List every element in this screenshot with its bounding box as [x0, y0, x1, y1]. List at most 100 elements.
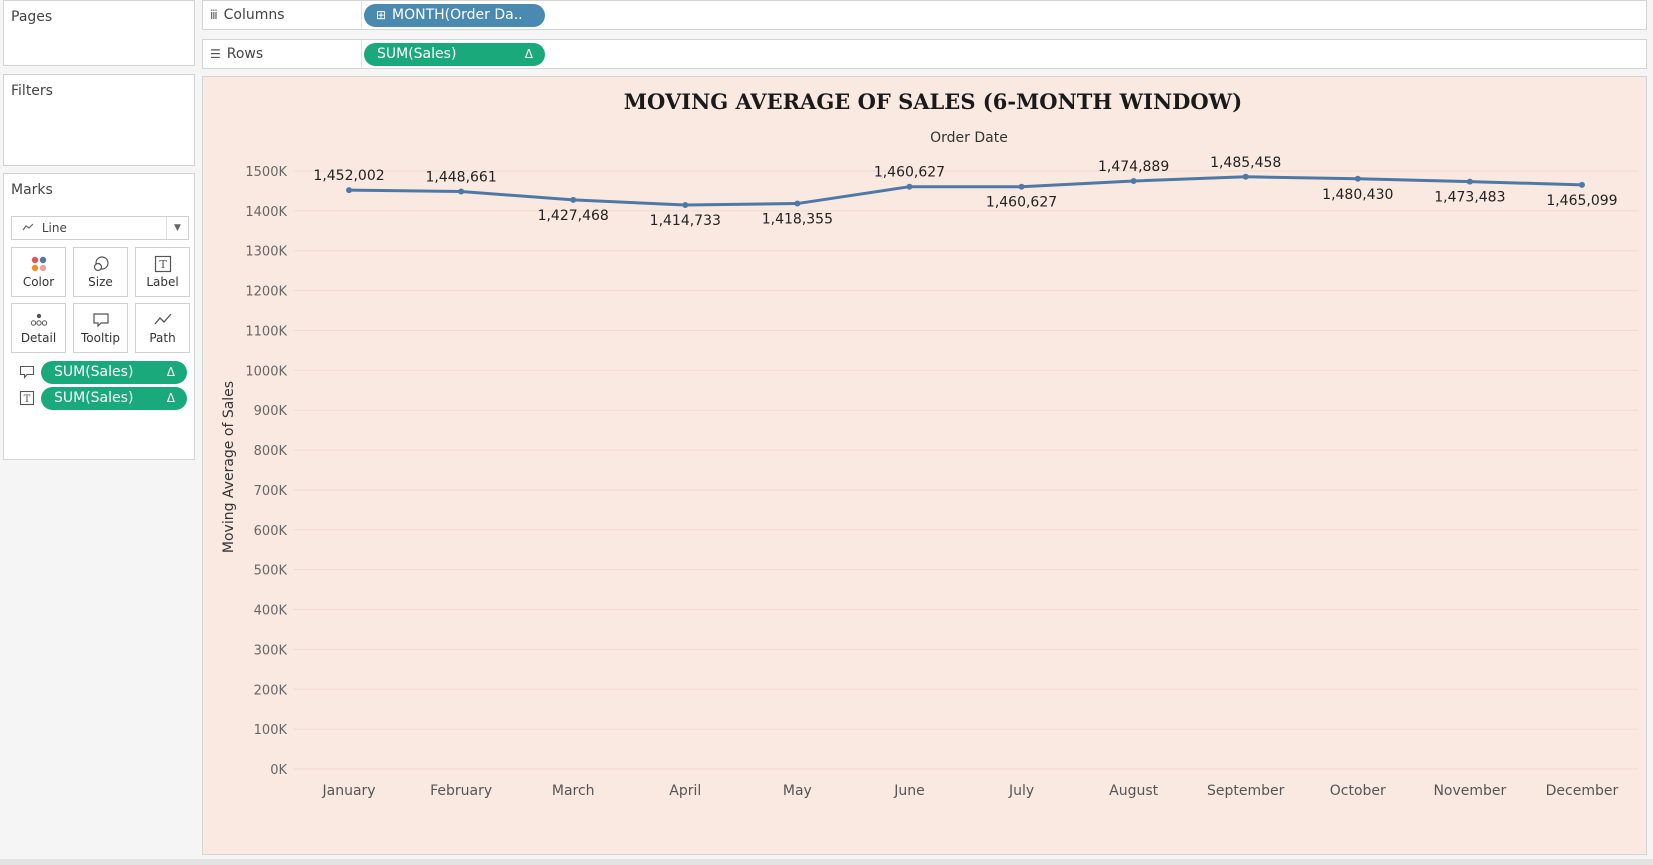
data-point[interactable]	[1354, 175, 1361, 182]
size-icon	[93, 256, 109, 272]
left-panel: Pages Filters Marks Line ▼ Color Size	[0, 0, 197, 865]
size-button[interactable]: Size	[73, 247, 128, 297]
marks-title: Marks	[11, 182, 53, 198]
data-point[interactable]	[1466, 178, 1473, 185]
label-icon: T	[19, 390, 35, 406]
shelf-divider	[361, 1, 362, 29]
chart-area: MOVING AVERAGE OF SALES (6-MONTH WINDOW)…	[202, 76, 1647, 855]
x-tick-label: December	[1546, 783, 1619, 799]
y-tick-label: 1200K	[245, 285, 287, 300]
x-tick-label: July	[1008, 783, 1034, 799]
chart-title: MOVING AVERAGE OF SALES (6-MONTH WINDOW)	[624, 89, 1242, 114]
series-line[interactable]	[349, 175, 1583, 207]
y-tick-label: 800K	[254, 444, 288, 459]
y-tick-label: 200K	[254, 683, 288, 698]
marks-card: Marks Line ▼ Color Size T	[3, 173, 195, 460]
mark-type-label: Line	[41, 221, 67, 235]
x-tick-label: February	[430, 783, 492, 799]
tooltip-button-label: Tooltip	[81, 331, 120, 345]
filters-card[interactable]: Filters	[3, 74, 195, 166]
expand-plus-icon: ⊞	[376, 8, 387, 22]
color-button-label: Color	[22, 275, 55, 289]
y-axis-title: Moving Average of Sales	[221, 381, 237, 553]
y-tick-label: 1300K	[245, 245, 287, 260]
data-label: 1,414,733	[650, 213, 721, 229]
x-tick-label: November	[1433, 783, 1506, 799]
pill-label: SUM(Sales)	[54, 364, 134, 380]
data-label: 1,485,458	[1210, 155, 1281, 171]
chevron-down-icon: ▼	[166, 217, 188, 239]
pill-label: SUM(Sales)	[54, 390, 134, 406]
data-label: 1,474,889	[1098, 159, 1169, 175]
data-point[interactable]	[1242, 173, 1249, 180]
data-point[interactable]	[1130, 178, 1137, 185]
line-icon	[22, 217, 38, 239]
columns-label-wrap: ⅲ Columns	[210, 7, 285, 23]
path-button[interactable]: Path	[135, 303, 190, 353]
rows-shelf[interactable]: ☰ Rows SUM(Sales) Δ	[202, 39, 1647, 69]
label-icon: T	[154, 255, 171, 273]
data-point[interactable]	[1578, 181, 1585, 188]
columns-pill-month[interactable]: ⊞ MONTH(Order Da..	[364, 4, 545, 27]
delta-icon: Δ	[524, 47, 533, 61]
tooltip-button[interactable]: Tooltip	[73, 303, 128, 353]
y-tick-label: 1400K	[245, 205, 287, 220]
marks-pill-label-sales[interactable]: SUM(Sales) Δ	[41, 387, 187, 410]
line-chart: MOVING AVERAGE OF SALES (6-MONTH WINDOW)…	[221, 89, 1638, 799]
tooltip-icon	[92, 313, 109, 328]
data-point[interactable]	[906, 183, 913, 190]
x-tick-label: January	[322, 783, 376, 799]
data-label: 1,448,661	[425, 169, 496, 185]
rows-label: Rows	[226, 46, 264, 62]
x-tick-label: March	[552, 783, 595, 799]
data-point[interactable]	[346, 187, 353, 194]
rows-pill-label: SUM(Sales)	[377, 46, 457, 62]
y-tick-label: 1500K	[245, 165, 287, 180]
pages-card[interactable]: Pages	[3, 0, 195, 66]
data-label: 1,460,627	[986, 195, 1057, 211]
detail-icon	[30, 313, 47, 326]
data-label: 1,452,002	[313, 168, 384, 184]
filters-title: Filters	[11, 83, 53, 99]
x-tick-label: May	[783, 783, 812, 799]
mark-type-dropdown[interactable]: Line ▼	[11, 216, 189, 240]
data-label: 1,427,468	[538, 208, 609, 224]
y-tick-label: 100K	[254, 723, 288, 738]
rows-icon: ☰	[210, 47, 221, 61]
data-point[interactable]	[570, 196, 577, 203]
y-tick-label: 300K	[254, 643, 288, 658]
rows-pill-sales[interactable]: SUM(Sales) Δ	[364, 43, 545, 66]
columns-shelf[interactable]: ⅲ Columns ⊞ MONTH(Order Da..	[202, 0, 1647, 30]
color-icon	[31, 256, 46, 272]
data-label: 1,465,099	[1546, 193, 1617, 209]
rows-label-wrap: ☰ Rows	[210, 46, 263, 62]
y-tick-label: 500K	[254, 564, 288, 579]
data-label: 1,473,483	[1434, 190, 1505, 206]
y-tick-label: 1000K	[245, 364, 287, 379]
y-tick-label: 700K	[254, 484, 288, 499]
color-button[interactable]: Color	[11, 247, 66, 297]
x-tick-label: April	[669, 783, 701, 799]
detail-button[interactable]: Detail	[11, 303, 66, 353]
delta-icon: Δ	[166, 365, 175, 379]
label-button[interactable]: T Label	[135, 247, 190, 297]
path-button-label: Path	[149, 331, 176, 345]
y-tick-label: 400K	[254, 604, 288, 619]
data-point[interactable]	[794, 200, 801, 207]
sheet-tabs-bar[interactable]	[0, 859, 1653, 865]
data-point[interactable]	[1018, 183, 1025, 190]
x-axis-title: Order Date	[930, 130, 1008, 146]
x-tick-label: October	[1330, 783, 1386, 799]
svg-text:T: T	[159, 258, 167, 271]
pages-title: Pages	[11, 9, 53, 25]
y-tick-label: 1100K	[245, 324, 287, 339]
delta-icon: Δ	[166, 391, 175, 405]
shelf-divider	[361, 40, 362, 68]
marks-pill-tooltip-sales[interactable]: SUM(Sales) Δ	[41, 361, 187, 384]
data-label: 1,480,430	[1322, 187, 1393, 203]
columns-pill-label: MONTH(Order Da..	[392, 7, 523, 23]
data-point[interactable]	[458, 188, 465, 195]
data-point[interactable]	[682, 201, 689, 208]
x-tick-label: August	[1109, 783, 1159, 799]
label-button-label: Label	[146, 275, 179, 289]
